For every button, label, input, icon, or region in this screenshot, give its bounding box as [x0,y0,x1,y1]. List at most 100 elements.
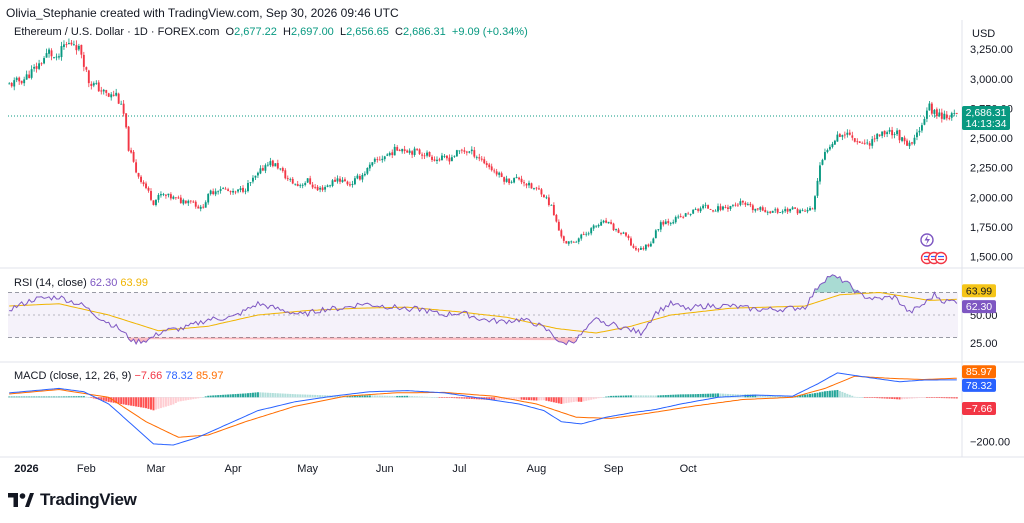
currency-label[interactable]: USD [972,28,996,40]
candle-body [577,238,580,242]
macd-hist-bar [72,396,75,398]
macd-hist-bar [933,397,936,398]
symbol-legend: Ethereum / U.S. Dollar · 1D · FOREX.com … [14,26,528,38]
macd-hist-bar [20,396,23,398]
candle-body [224,188,227,190]
macd-legend[interactable]: MACD (close, 12, 26, 9) −7.66 78.32 85.9… [14,370,223,382]
macd-hist-bar [443,397,446,398]
candle-body [784,209,787,212]
macd-hist-bar [612,395,615,398]
macd-hist-bar [731,394,734,398]
candle-body [550,204,553,206]
candle-body [776,208,779,213]
candle-body [508,178,511,184]
macd-hist-bar [503,397,506,400]
candle-body [169,194,172,199]
price-axis-tick: 3,250.00 [970,44,1013,56]
macd-hist-bar [57,396,60,398]
candle-body [463,150,466,152]
macd-hist-bar [18,396,21,398]
macd-hist-bar [928,397,931,398]
macd-hist-bar [769,395,772,398]
candle-body [252,177,254,182]
macd-hist-bar [130,397,133,406]
macd-histogram [8,389,958,411]
candle-body [908,142,911,147]
candle-body [525,183,528,186]
macd-hist-bar [421,396,424,398]
candle-body [627,235,630,239]
candle-body [416,149,419,150]
macd-hist-bar [823,391,826,398]
macd-hist-bar [311,394,314,398]
candle-body [597,225,600,227]
macd-hist-bar [754,394,757,398]
candle-body [901,137,903,141]
rsi-legend[interactable]: RSI (14, close) 62.30 63.99 [14,277,148,289]
candle-body [625,232,627,236]
macd-hist-bar [537,397,540,401]
candle-body [585,233,588,235]
macd-hist-bar [766,395,769,398]
candle-body [647,244,650,247]
macd-hist-bar [898,397,901,400]
candle-body [667,221,670,224]
macd-hist-bar [871,397,874,398]
candle-body [851,135,854,138]
candle-body [682,216,685,218]
candle-body [289,179,292,180]
macd-hist-bar [271,393,274,398]
candle-body [679,216,682,218]
candle-body [229,191,232,193]
macd-hist-bar [771,395,774,398]
macd-hist-bar [555,397,558,403]
macd-hist-bar [826,391,829,398]
macd-hist-bar [10,396,13,398]
macd-hist-bar [789,396,792,398]
candle-body [729,206,732,209]
candle-body [533,188,535,189]
high-value: 2,697.00 [290,26,334,38]
macd-hist-bar [836,389,839,398]
candle-body [689,214,692,215]
macd-hist-bar [433,397,436,398]
macd-hist-bar [336,395,339,398]
macd-hist-bar [888,397,891,399]
candle-body [423,155,426,157]
macd-hist-bar [906,397,909,399]
macd-hist-bar [391,395,394,398]
macd-hist-bar [458,397,461,399]
candle-body [204,202,207,208]
candle-body [403,149,406,151]
candle-body [152,200,155,205]
candle-body [587,233,590,235]
macd-hist-bar [627,395,630,398]
candle-body [819,165,821,182]
symbol-name[interactable]: Ethereum / U.S. Dollar · 1D · FOREX.com [14,26,220,38]
macd-hist-bar [222,394,225,398]
candle-body [40,63,43,65]
candle-body [485,163,488,166]
candle-body [428,152,431,157]
macd-hist-bar [662,395,665,398]
candle-body [155,199,157,206]
candle-body [448,157,451,162]
macd-hist-bar [841,391,844,398]
candle-body [85,67,88,70]
macd-hist-bar [751,394,754,398]
macd-signal-tag [962,365,996,379]
candle-body [162,194,165,195]
candle-body [560,230,563,237]
macd-hist-bar [838,390,841,398]
candle-body [212,191,215,195]
candle-body [294,183,297,185]
candle-body [50,50,53,57]
macd-hist-bar [590,397,593,400]
candle-body [450,157,453,162]
macd-hist-bar [570,397,573,403]
candle-body [48,49,50,54]
candle-body [664,221,667,225]
macd-hist-bar [306,394,309,398]
lightning-glyph-icon [924,235,930,245]
